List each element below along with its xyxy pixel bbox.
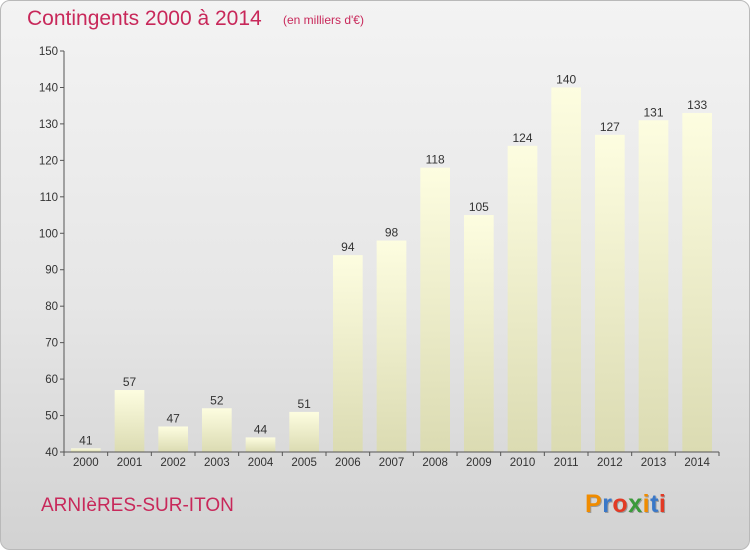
x-tick-label-2005: 2005 xyxy=(291,457,317,469)
proxiti-logo: Proxiti xyxy=(585,490,666,519)
y-tick-label-90: 90 xyxy=(45,265,58,277)
y-tick-label-130: 130 xyxy=(39,119,58,131)
x-tick-label-2000: 2000 xyxy=(73,457,99,469)
y-tick-label-150: 150 xyxy=(39,46,58,58)
x-tick-label-2006: 2006 xyxy=(335,457,361,469)
chart-subtitle: (en milliers d'€) xyxy=(283,13,364,27)
y-tick-label-80: 80 xyxy=(45,301,58,313)
data-label-2007: 98 xyxy=(385,226,399,240)
bar-2005 xyxy=(289,411,320,452)
y-tick-label-100: 100 xyxy=(39,228,58,240)
data-label-2013: 131 xyxy=(643,105,663,119)
y-tick-label-120: 120 xyxy=(39,155,58,167)
data-label-2003: 52 xyxy=(210,393,224,407)
x-tick-label-2008: 2008 xyxy=(422,457,448,469)
data-label-2001: 57 xyxy=(123,375,137,389)
bar-2014 xyxy=(682,112,713,453)
x-tick-label-2002: 2002 xyxy=(160,457,186,469)
bar-2008 xyxy=(420,167,451,452)
data-label-2004: 44 xyxy=(254,422,268,436)
logo-letter: t xyxy=(650,490,659,518)
y-tick-label-60: 60 xyxy=(45,374,58,386)
logo-letter: P xyxy=(585,490,603,518)
bar-2012 xyxy=(594,134,625,452)
data-label-2014: 133 xyxy=(687,98,707,112)
bar-2011 xyxy=(551,87,582,453)
logo-letter: o xyxy=(612,490,629,518)
data-label-2009: 105 xyxy=(469,200,489,214)
y-tick-label-40: 40 xyxy=(45,447,58,459)
x-tick-label-2014: 2014 xyxy=(684,457,710,469)
x-tick-label-2001: 2001 xyxy=(117,457,143,469)
bar-2000 xyxy=(70,448,101,452)
y-tick-label-50: 50 xyxy=(45,411,58,423)
bar-2002 xyxy=(158,426,189,452)
x-tick-label-2011: 2011 xyxy=(554,457,579,469)
x-tick-label-2010: 2010 xyxy=(510,457,536,469)
x-tick-label-2009: 2009 xyxy=(466,457,492,469)
y-tick-label-140: 140 xyxy=(39,82,58,94)
bar-2004 xyxy=(245,437,276,452)
x-tick-label-2007: 2007 xyxy=(379,457,405,469)
data-label-2006: 94 xyxy=(341,240,355,254)
data-label-2008: 118 xyxy=(426,153,445,167)
x-tick-label-2012: 2012 xyxy=(597,457,623,469)
bar-2009 xyxy=(463,215,494,452)
bar-2010 xyxy=(507,145,538,453)
logo-letter: r xyxy=(602,490,613,518)
data-label-2010: 124 xyxy=(512,131,532,145)
bar-2001 xyxy=(114,390,145,452)
x-tick-label-2013: 2013 xyxy=(641,457,667,469)
logo-letter: i xyxy=(642,490,651,518)
data-label-2012: 127 xyxy=(600,120,620,134)
bar-2003 xyxy=(201,408,232,452)
chart-title: Contingents 2000 à 2014 xyxy=(27,7,262,30)
data-label-2000: 41 xyxy=(79,433,93,447)
y-tick-label-70: 70 xyxy=(45,338,58,350)
bar-2006 xyxy=(332,255,363,452)
bar-2013 xyxy=(638,120,669,452)
logo-letter: i xyxy=(658,490,667,518)
logo-letter: x xyxy=(628,490,643,518)
x-tick-label-2003: 2003 xyxy=(204,457,230,469)
y-tick-label-110: 110 xyxy=(40,192,58,204)
data-label-2005: 51 xyxy=(297,397,311,411)
commune-name: ARNIèRES-SUR-ITON xyxy=(41,495,234,516)
data-label-2011: 140 xyxy=(556,72,576,86)
bar-2007 xyxy=(376,240,407,452)
data-label-2002: 47 xyxy=(166,411,180,425)
x-tick-label-2004: 2004 xyxy=(248,457,274,469)
